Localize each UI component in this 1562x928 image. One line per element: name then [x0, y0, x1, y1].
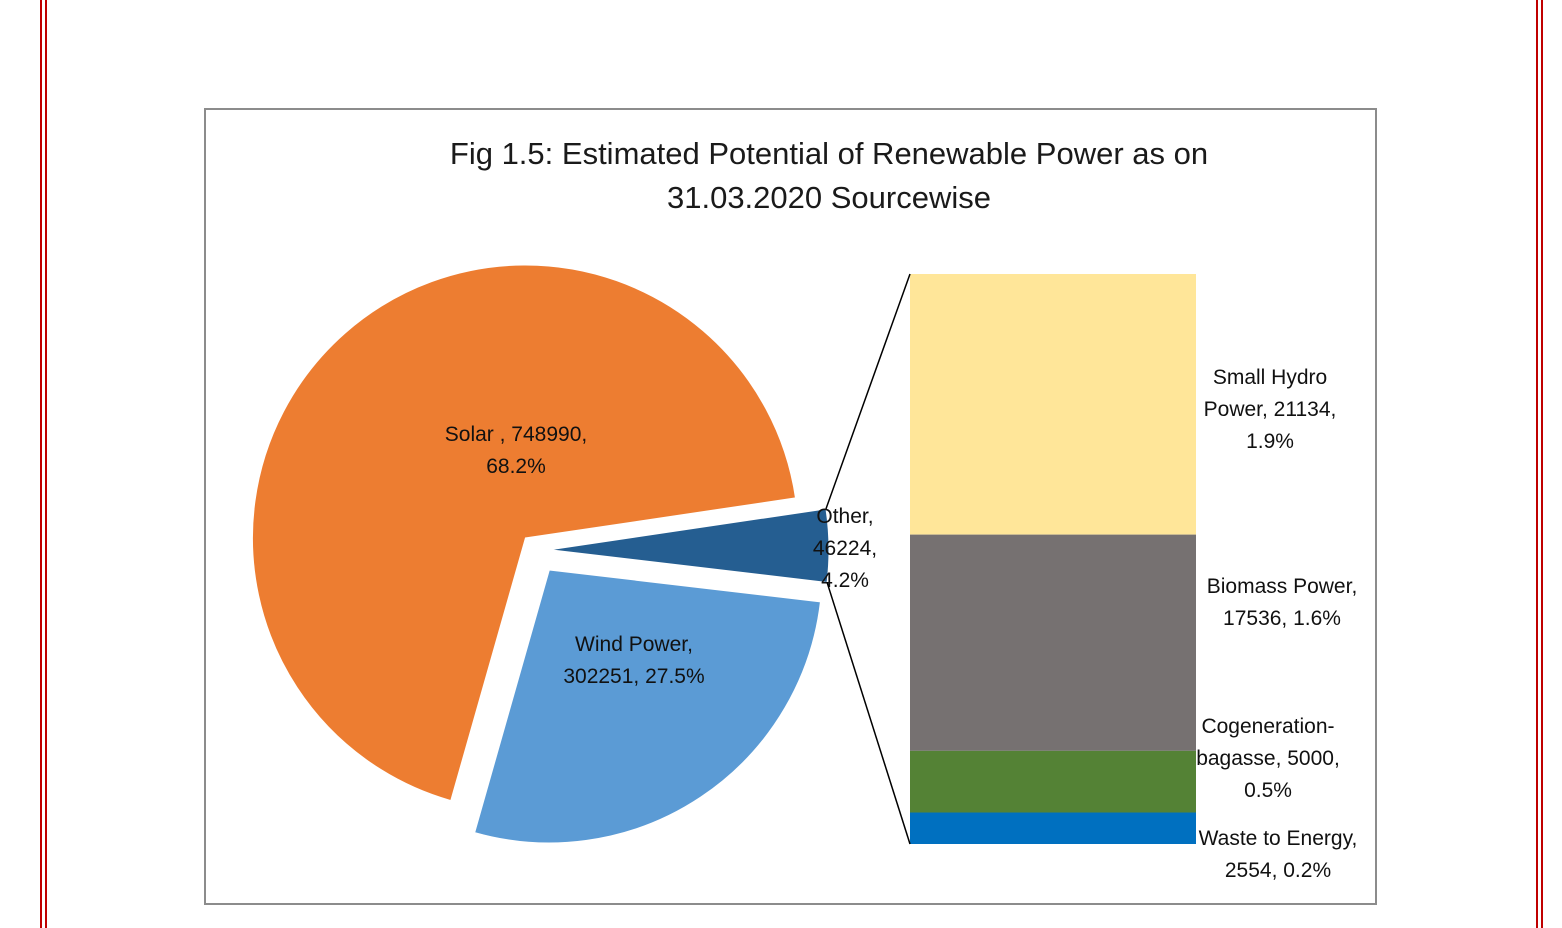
pie-slice-solar [251, 264, 797, 802]
pie-label-solar: Solar , 748990, 68.2% [445, 423, 587, 478]
pie-label-other: Other, 46224, 4.2% [813, 505, 877, 592]
pie-slice-wind-power [474, 569, 821, 844]
breakdown-bar-biomass-power [910, 534, 1196, 751]
chart-title: Fig 1.5: Estimated Potential of Renewabl… [204, 132, 1454, 220]
page-border-left-inner [45, 0, 47, 928]
connector-line-bottom [826, 582, 911, 845]
breakdown-bar-cogeneration-bagasse [910, 750, 1196, 813]
breakdown-label-small-hydro-power: Small Hydro Power, 21134, 1.9% [1204, 366, 1337, 453]
page-border-right-inner [1541, 0, 1543, 928]
pie-label-wind-power: Wind Power, 302251, 27.5% [563, 633, 704, 688]
breakdown-label-waste-to-energy: Waste to Energy, 2554, 0.2% [1199, 827, 1358, 882]
page-border-right [1536, 0, 1538, 928]
pie-slice-other [549, 508, 830, 584]
breakdown-bar-small-hydro-power [910, 274, 1196, 535]
breakdown-label-biomass-power: Biomass Power, 17536, 1.6% [1207, 575, 1358, 630]
page-border-left [40, 0, 42, 928]
chart-title-line-1: Fig 1.5: Estimated Potential of Renewabl… [449, 136, 1209, 171]
breakdown-label-cogeneration-bagasse: Cogeneration-bagasse, 5000, 0.5% [1196, 715, 1340, 802]
chart-title-line-2: 31.03.2020 Sourcewise [666, 180, 991, 215]
breakdown-bar-waste-to-energy [910, 812, 1196, 844]
connector-line-top [825, 273, 911, 510]
